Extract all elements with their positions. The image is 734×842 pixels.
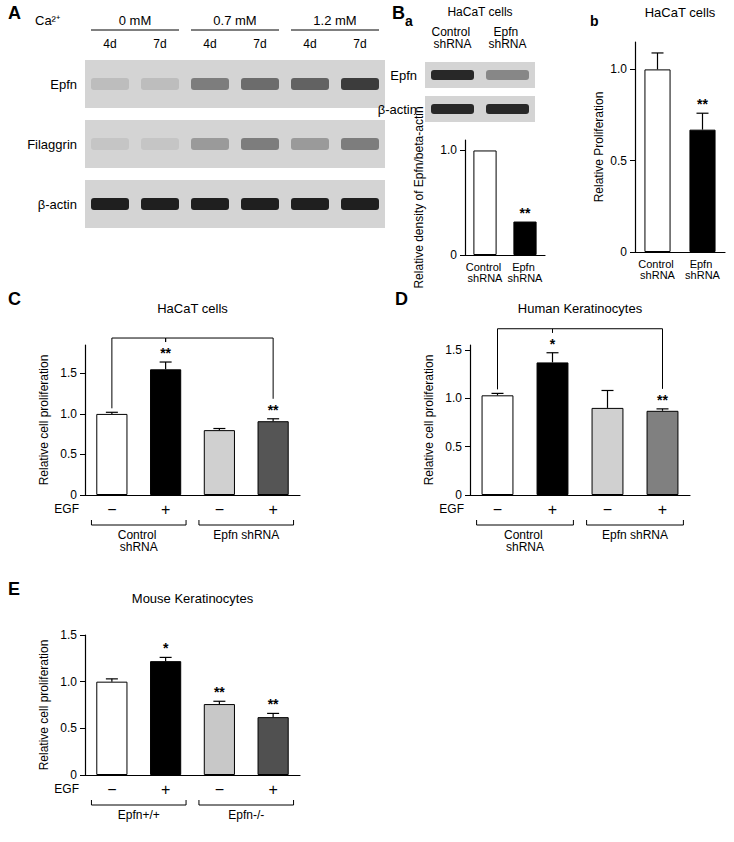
- svg-text:**: **: [520, 205, 531, 221]
- svg-text:Relative density of Epfn/beta-: Relative density of Epfn/beta-actin: [412, 106, 426, 288]
- svg-text:EGF: EGF: [54, 502, 79, 516]
- svg-text:+: +: [548, 501, 557, 518]
- svg-text:Control: Control: [465, 260, 505, 273]
- svg-text:−: −: [215, 501, 224, 518]
- svg-text:−: −: [107, 501, 116, 518]
- svg-text:**: **: [697, 96, 708, 112]
- svg-text:D: D: [395, 289, 408, 309]
- svg-text:Epfn shRNA: Epfn shRNA: [602, 528, 668, 542]
- svg-text:shRNA: shRNA: [640, 269, 676, 281]
- svg-text:Epfn: Epfn: [390, 68, 417, 83]
- svg-text:0 mM: 0 mM: [119, 13, 152, 28]
- svg-text:1.0: 1.0: [610, 62, 627, 76]
- svg-text:shRNA: shRNA: [488, 37, 526, 51]
- svg-text:**: **: [657, 392, 668, 408]
- svg-text:Mouse Keratinocytes: Mouse Keratinocytes: [132, 591, 254, 606]
- svg-text:shRNA: shRNA: [468, 272, 504, 284]
- svg-text:4d: 4d: [103, 37, 116, 51]
- svg-text:*: *: [163, 640, 169, 656]
- svg-text:7d: 7d: [353, 37, 366, 51]
- svg-text:EGF: EGF: [54, 782, 79, 796]
- svg-text:0: 0: [620, 245, 627, 259]
- svg-text:shRNA: shRNA: [120, 540, 158, 554]
- svg-text:C: C: [8, 289, 21, 309]
- svg-text:1.0: 1.0: [60, 407, 77, 421]
- svg-text:7d: 7d: [253, 37, 266, 51]
- svg-text:−: −: [215, 781, 224, 798]
- svg-text:B: B: [392, 3, 405, 23]
- svg-text:1.5: 1.5: [60, 628, 77, 642]
- svg-text:+: +: [268, 501, 277, 518]
- svg-text:b: b: [590, 13, 599, 29]
- svg-text:Epfn: Epfn: [50, 77, 77, 92]
- svg-text:0.7 mM: 0.7 mM: [213, 13, 256, 28]
- svg-text:Epfn: Epfn: [493, 25, 522, 39]
- svg-text:4d: 4d: [303, 37, 316, 51]
- svg-text:+: +: [268, 781, 277, 798]
- svg-text:**: **: [160, 345, 171, 361]
- svg-text:+: +: [161, 781, 170, 798]
- svg-text:Control: Control: [431, 25, 474, 39]
- svg-text:Filaggrin: Filaggrin: [27, 137, 77, 152]
- svg-text:*: *: [550, 336, 556, 352]
- svg-text:0.5: 0.5: [610, 154, 627, 168]
- svg-text:Human Keratinocytes: Human Keratinocytes: [518, 301, 643, 316]
- svg-text:Relative cell proliferation: Relative cell proliferation: [37, 640, 51, 771]
- svg-text:+: +: [161, 501, 170, 518]
- svg-text:Control: Control: [504, 528, 546, 542]
- svg-text:shRNA: shRNA: [433, 37, 471, 51]
- svg-text:1.0: 1.0: [440, 143, 457, 157]
- svg-text:Relative cell proliferation: Relative cell proliferation: [422, 355, 436, 486]
- svg-text:0: 0: [70, 768, 77, 782]
- svg-text:β-actin: β-actin: [38, 197, 77, 212]
- svg-text:0.5: 0.5: [445, 440, 462, 454]
- svg-text:**: **: [214, 684, 225, 700]
- svg-text:Control: Control: [638, 257, 677, 270]
- svg-text:4d: 4d: [203, 37, 216, 51]
- svg-text:1.0: 1.0: [445, 391, 462, 405]
- svg-text:1.2 mM: 1.2 mM: [313, 13, 356, 28]
- svg-text:Epfn shRNA: Epfn shRNA: [213, 528, 279, 542]
- svg-text:Epfn-/-: Epfn-/-: [228, 808, 264, 822]
- svg-text:HaCaT cells: HaCaT cells: [447, 5, 512, 19]
- svg-text:−: −: [107, 781, 116, 798]
- svg-text:shRNA: shRNA: [508, 272, 544, 284]
- svg-text:a: a: [405, 13, 413, 29]
- svg-text:Epfn: Epfn: [689, 257, 716, 270]
- svg-text:HaCaT cells: HaCaT cells: [157, 301, 228, 316]
- svg-text:Ca²⁺: Ca²⁺: [35, 13, 60, 28]
- svg-text:β-actin: β-actin: [378, 102, 417, 117]
- svg-text:Relative Proliferation: Relative Proliferation: [592, 92, 606, 203]
- svg-text:shRNA: shRNA: [506, 540, 544, 554]
- svg-text:Epfn+/+: Epfn+/+: [118, 808, 160, 822]
- svg-text:−: −: [603, 501, 612, 518]
- svg-text:0: 0: [450, 248, 457, 262]
- svg-text:0: 0: [455, 488, 462, 502]
- svg-text:1.0: 1.0: [60, 675, 77, 689]
- svg-text:0.5: 0.5: [60, 721, 77, 735]
- svg-text:1.5: 1.5: [60, 366, 77, 380]
- svg-text:1.5: 1.5: [445, 343, 462, 357]
- svg-text:**: **: [268, 402, 279, 418]
- svg-text:Epfn: Epfn: [512, 260, 538, 273]
- svg-text:0: 0: [70, 488, 77, 502]
- svg-text:**: **: [268, 696, 279, 712]
- svg-text:Control: Control: [117, 528, 160, 542]
- svg-text:Relative cell proliferation: Relative cell proliferation: [37, 355, 51, 486]
- svg-text:A: A: [8, 3, 21, 23]
- svg-text:EGF: EGF: [439, 502, 464, 516]
- svg-text:HaCaT cells: HaCaT cells: [645, 5, 716, 20]
- svg-text:shRNA: shRNA: [685, 269, 721, 281]
- svg-text:+: +: [658, 501, 667, 518]
- svg-text:0.5: 0.5: [60, 447, 77, 461]
- svg-text:E: E: [8, 579, 20, 599]
- svg-text:−: −: [493, 501, 502, 518]
- svg-text:7d: 7d: [153, 37, 166, 51]
